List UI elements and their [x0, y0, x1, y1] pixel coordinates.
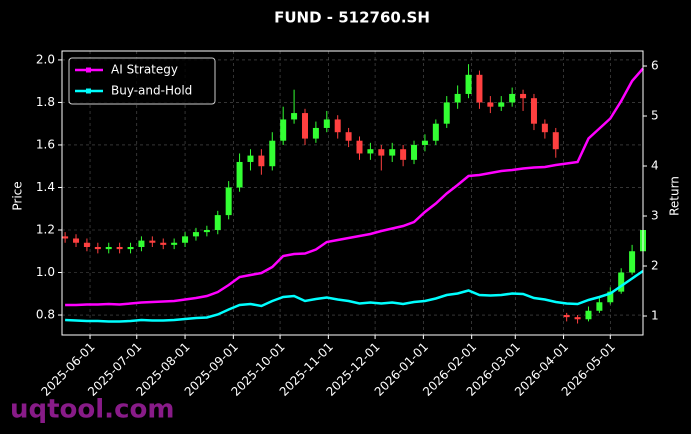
candle-body: [585, 310, 592, 320]
candle-body: [465, 74, 472, 94]
candle-body: [127, 246, 134, 250]
candle-body: [182, 236, 189, 243]
candle-body: [258, 155, 265, 167]
candle-body: [73, 238, 80, 243]
y2-tick-label: 4: [651, 159, 659, 173]
candle-body: [498, 102, 505, 107]
candle-body: [563, 315, 570, 318]
candle-body: [356, 140, 363, 154]
y-tick-label: 1.6: [36, 137, 55, 151]
candle-body: [236, 161, 243, 188]
candle-body: [269, 140, 276, 167]
y-axis-label: Price: [11, 181, 25, 210]
candle-body: [389, 149, 396, 156]
return-line: [65, 67, 644, 307]
legend-marker: [86, 88, 91, 94]
y2-axis-label: Return: [668, 176, 682, 216]
y-tick-label: 1.0: [36, 265, 55, 279]
candle-body: [454, 93, 461, 103]
candle-body: [160, 242, 167, 245]
candle-body: [138, 240, 145, 247]
watermark: uqtool.com: [10, 395, 174, 425]
candle-body: [378, 149, 385, 156]
legend-label: AI Strategy: [111, 63, 178, 77]
y-tick-label: 1.4: [36, 180, 55, 194]
candle-body: [411, 144, 418, 160]
candle-body: [192, 232, 199, 237]
y-tick-label: 0.8: [36, 308, 55, 322]
candle-body: [574, 317, 581, 320]
candle-body: [149, 240, 156, 243]
candle-body: [94, 246, 101, 250]
candle-body: [345, 132, 352, 141]
legend-label: Buy-and-Hold: [111, 84, 192, 98]
candle-body: [367, 149, 374, 154]
candle-body: [247, 155, 254, 162]
y2-tick-label: 3: [651, 209, 659, 223]
candle-body: [530, 98, 537, 124]
chart-title: FUND - 512760.SH: [274, 9, 430, 27]
y2-tick-label: 5: [651, 109, 659, 123]
y-tick-label: 1.8: [36, 95, 55, 109]
candle-body: [432, 123, 439, 141]
y2-tick-label: 2: [651, 259, 659, 273]
candle-body: [116, 246, 123, 250]
candle-body: [225, 187, 232, 216]
candle-body: [421, 140, 428, 145]
candle-body: [552, 132, 559, 150]
candle-body: [171, 242, 178, 245]
candle-body: [487, 102, 494, 107]
legend-marker: [86, 67, 91, 73]
candle-body: [62, 236, 69, 239]
candle-body: [323, 119, 330, 128]
candle-body: [520, 93, 527, 99]
candle-body: [607, 291, 614, 303]
candle-body: [443, 102, 450, 124]
y-tick-label: 1.2: [36, 222, 55, 236]
y2-tick-label: 1: [651, 309, 659, 323]
candle-body: [334, 119, 341, 133]
y-tick-label: 2.0: [36, 52, 55, 66]
candle-body: [476, 74, 483, 103]
candle-body: [541, 123, 548, 133]
candle-body: [203, 229, 210, 233]
candle-body: [618, 272, 625, 292]
candle-body: [83, 242, 90, 247]
candle-body: [400, 149, 407, 160]
return-line: [65, 269, 644, 323]
candle-body: [280, 119, 287, 141]
y2-tick-label: 6: [651, 59, 659, 73]
candle-body: [509, 93, 516, 103]
candle-body: [596, 302, 603, 311]
candle-body: [629, 251, 636, 273]
candle-body: [291, 113, 298, 120]
candle-body: [301, 113, 308, 139]
candle-body: [105, 246, 112, 250]
candle-body: [312, 127, 319, 139]
plot-frame: [61, 50, 644, 336]
legend-box: [68, 57, 216, 105]
candle-body: [214, 215, 221, 230]
